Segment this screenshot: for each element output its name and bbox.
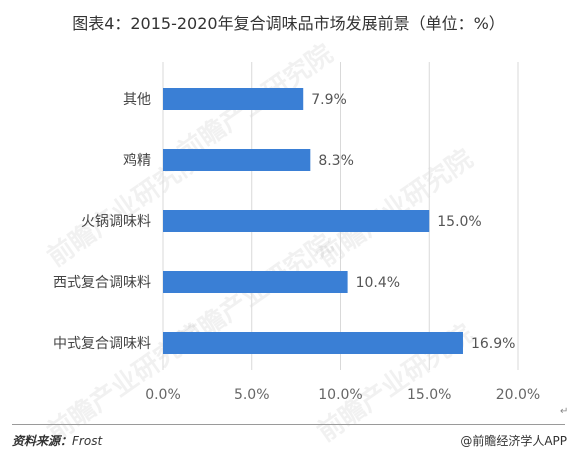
- x-tick-label: 0.0%: [145, 387, 181, 403]
- source-value: Frost: [72, 434, 103, 448]
- bars: [163, 88, 463, 354]
- bar: [163, 88, 304, 110]
- category-label: 中式复合调味料: [53, 335, 151, 352]
- footer-rule: [12, 424, 565, 425]
- source-note: 资料来源：Frost: [12, 432, 102, 449]
- x-tick-labels: 0.0% 5.0% 10.0% 15.0% 20.0%: [145, 387, 540, 403]
- credit-text: @前瞻经济学人APP: [460, 434, 567, 448]
- value-labels: 7.9% 8.3% 15.0% 10.4% 16.9%: [311, 92, 515, 352]
- category-label: 西式复合调味料: [53, 274, 151, 291]
- x-tick-label: 20.0%: [496, 387, 540, 403]
- chart-title: 图表4：2015-2020年复合调味品市场发展前景（单位：%）: [72, 14, 505, 33]
- category-label: 火锅调味料: [81, 214, 151, 230]
- x-tick-label: 15.0%: [407, 387, 451, 403]
- source-label: 资料来源：: [12, 434, 73, 448]
- value-label: 8.3%: [318, 153, 354, 169]
- category-label: 其他: [123, 92, 151, 108]
- paragraph-mark: ↵: [560, 406, 569, 417]
- bar: [163, 332, 463, 354]
- x-tick-label: 10.0%: [318, 387, 362, 403]
- value-label: 16.9%: [471, 336, 515, 352]
- value-label: 7.9%: [311, 92, 347, 108]
- x-tick-label: 5.0%: [234, 387, 270, 403]
- value-label: 15.0%: [437, 214, 481, 230]
- bar: [163, 271, 348, 293]
- bar: [163, 210, 430, 232]
- value-label: 10.4%: [356, 275, 400, 291]
- bar: [163, 149, 311, 171]
- category-label: 鸡精: [123, 152, 151, 169]
